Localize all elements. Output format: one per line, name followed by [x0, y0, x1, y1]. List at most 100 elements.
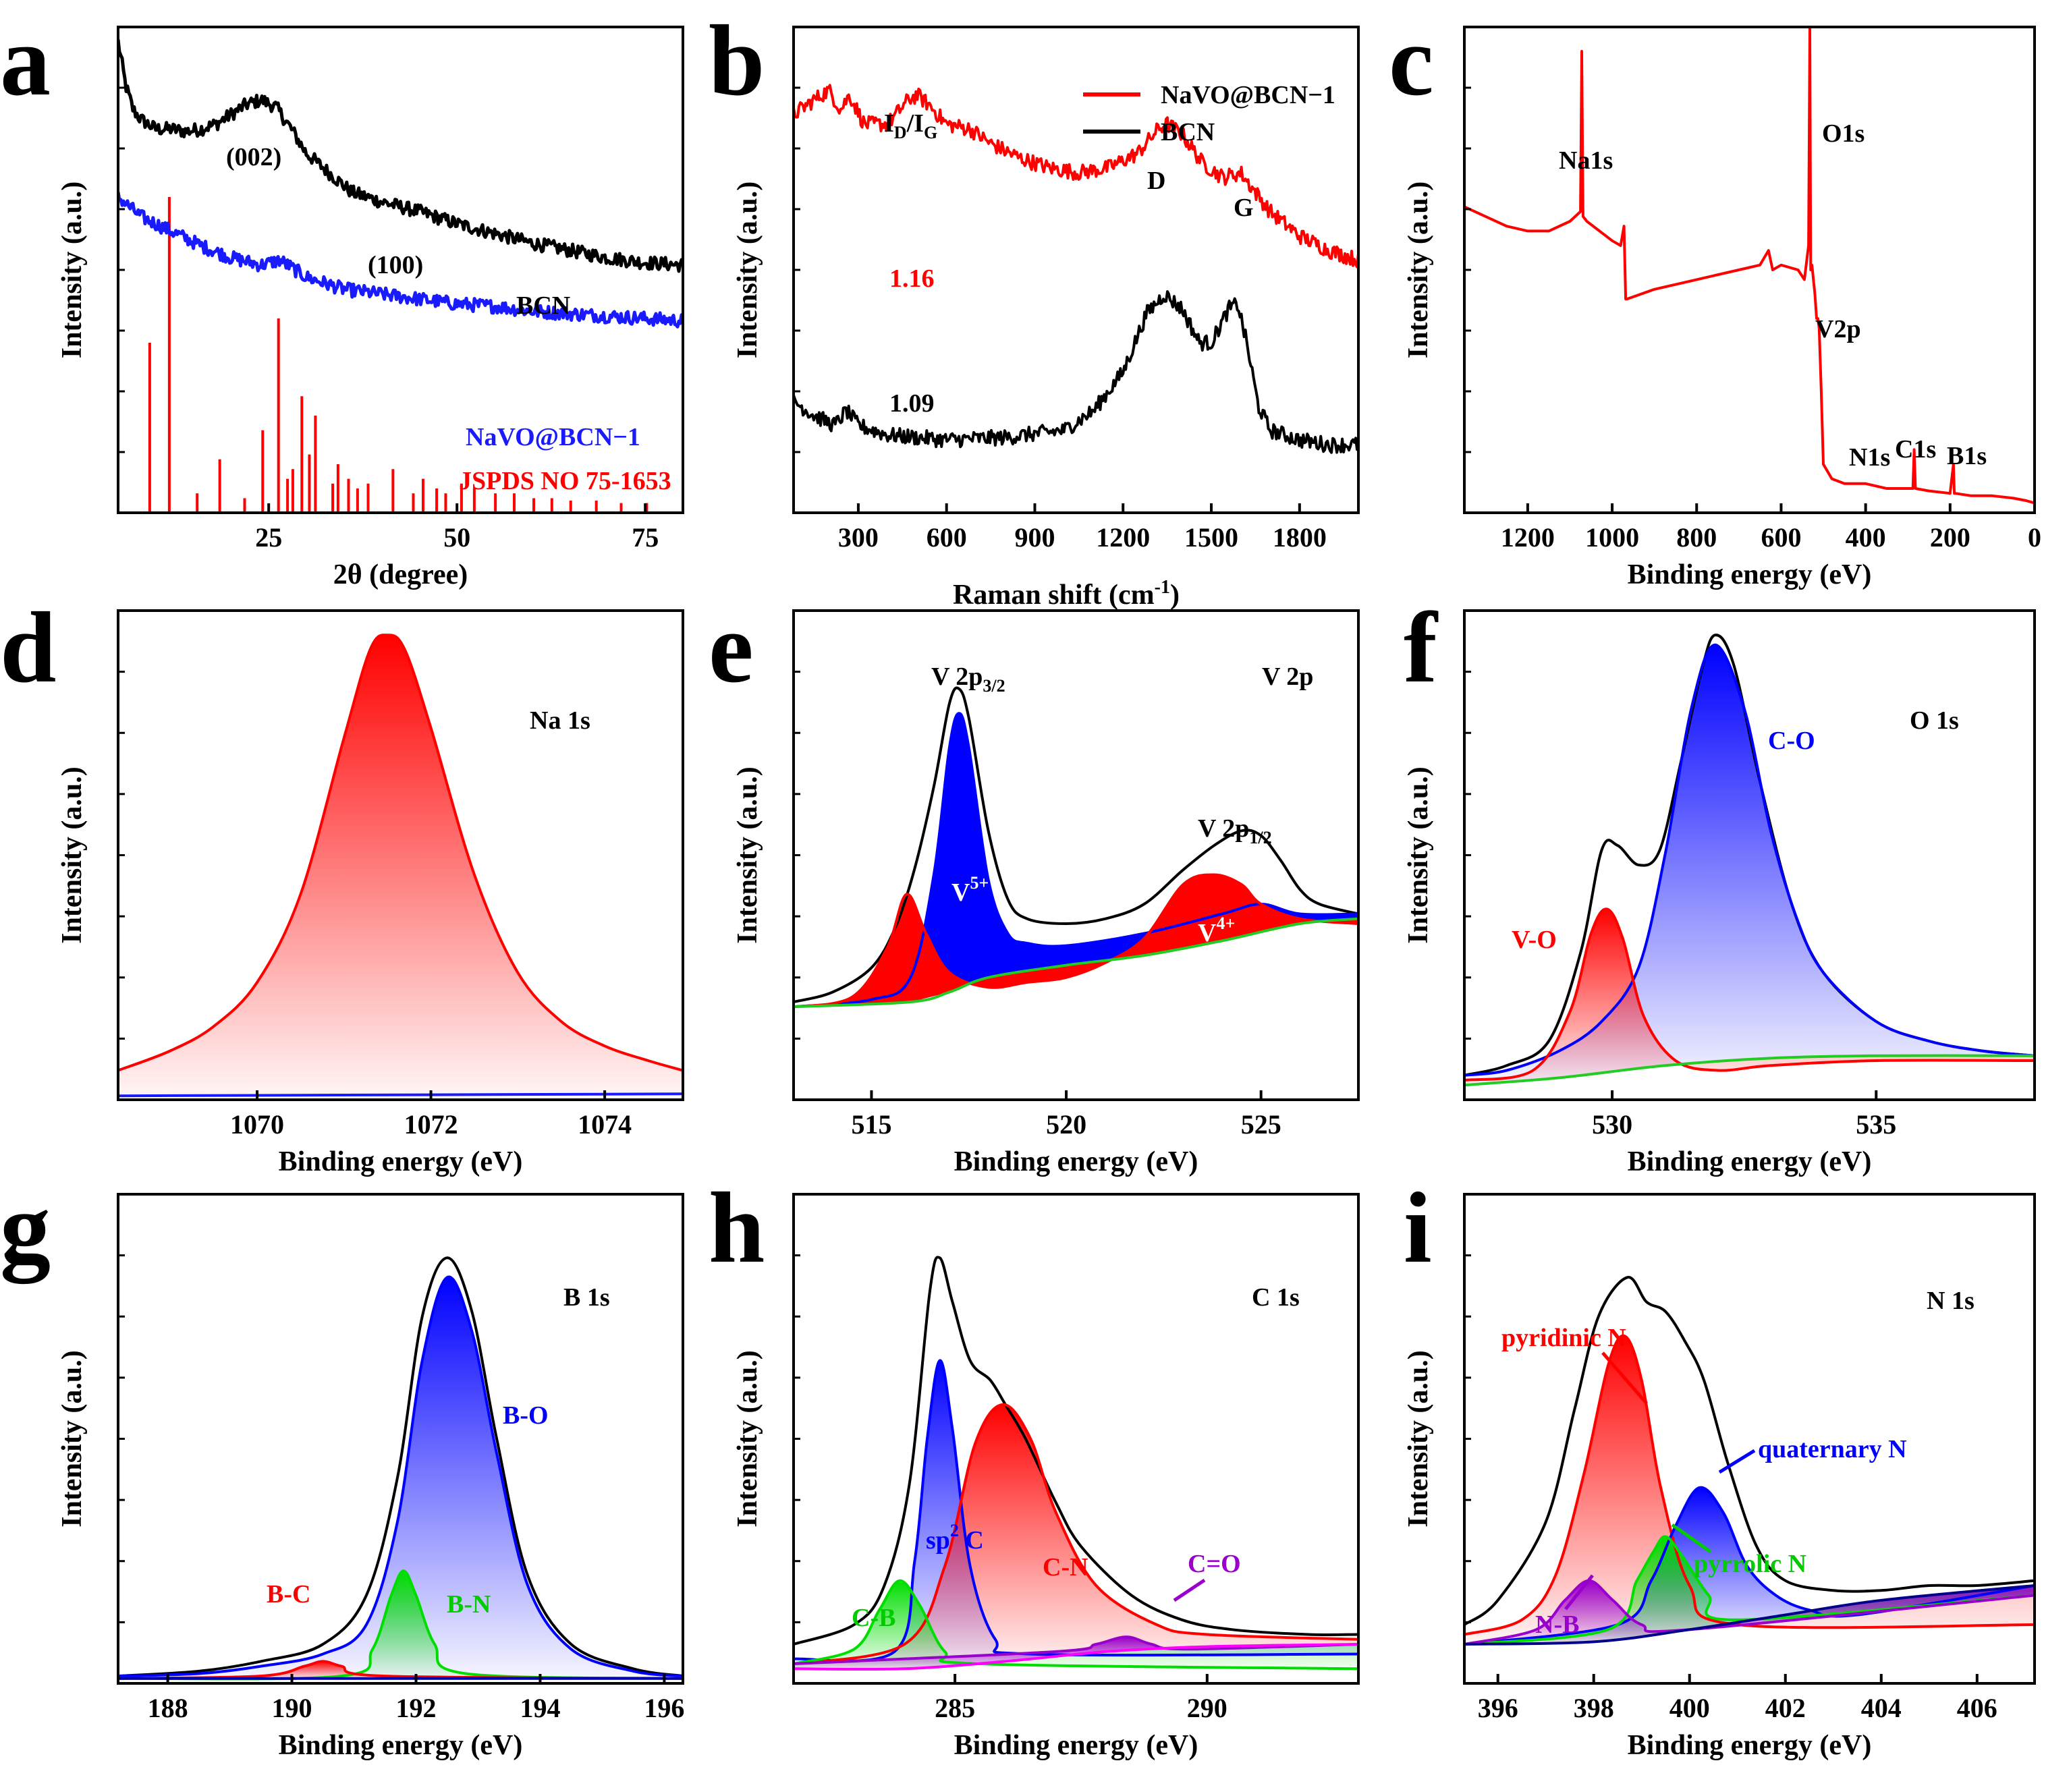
g-bn: B-N [447, 1590, 491, 1619]
series-navo-bcn-1 [794, 84, 1358, 269]
fill-c-o [1464, 644, 2035, 1086]
e-v2p32: V 2p3/2 [931, 663, 1005, 696]
f-co: C-O [1768, 727, 1815, 755]
e-v2p12: V 2p1/2 [1198, 814, 1272, 847]
series-navo-bcn-1 [118, 192, 683, 329]
c-b1s: B1s [1947, 442, 1987, 470]
x-tick-label-a: 50 [443, 522, 470, 553]
fill-c-n [794, 1404, 1358, 1669]
e-v4plus: V4+ [1198, 914, 1235, 947]
h-title: C 1s [1252, 1283, 1300, 1312]
x-tick-label-g: 188 [148, 1693, 188, 1723]
panel-label-d: d [0, 592, 56, 704]
x-tick-label-c: 200 [1930, 522, 1970, 553]
f-title: O 1s [1910, 706, 1959, 735]
x-tick-label-a: 75 [632, 522, 659, 553]
plot-area-a [118, 39, 683, 513]
g-title: B 1s [563, 1283, 610, 1312]
x-axis-label-a: 2θ (degree) [333, 559, 468, 590]
series-c-o [1464, 643, 2035, 1077]
series-na-1s-fit [118, 634, 683, 1072]
x-tick-label-b: 600 [927, 522, 967, 553]
a-label-navo: NaVO@BCN−1 [466, 423, 640, 451]
x-axis-label-h: Binding energy (eV) [954, 1730, 1198, 1761]
x-tick-label-a: 25 [255, 522, 282, 553]
panel-a-annotations: (002) (100) BCN NaVO@BCN−1 JSPDS NO 75-1… [226, 143, 671, 495]
series-bcn [794, 290, 1358, 454]
x-tick-label-g: 196 [644, 1693, 684, 1723]
b-legend-black-text: BCN [1161, 118, 1215, 146]
panel-label-a: a [0, 5, 51, 117]
b-ratio-black: 1.09 [889, 389, 935, 418]
panel-d: 1070 1072 1074 Binding energy (eV) Intensity… [57, 609, 684, 1177]
i-quaternary: quaternary N [1758, 1435, 1907, 1463]
x-tick-label-b: 900 [1014, 522, 1055, 553]
x-tick-label-b: 1200 [1096, 522, 1150, 553]
x-tick-label-h: 285 [935, 1693, 975, 1723]
series-envelope [794, 1256, 1358, 1646]
x-axis-label-i: Binding energy (eV) [1628, 1730, 1872, 1761]
panel-label-b: b [709, 5, 765, 117]
panel-g-annotations: B-O B-C B-N [267, 1401, 549, 1619]
x-tick-label-e: 525 [1241, 1109, 1281, 1140]
i-pyridinic-arrow [1601, 1351, 1648, 1405]
i-quaternary-arrow [1718, 1449, 1756, 1474]
series-background [1464, 1584, 2035, 1646]
series-c-b [794, 1579, 1358, 1671]
fill-pyridinic-n [1464, 1335, 2035, 1644]
x-axis-label-g: Binding energy (eV) [279, 1730, 523, 1761]
x-tick-label-i: 398 [1574, 1693, 1614, 1723]
i-pyrrolic: pyrrolic N [1694, 1550, 1806, 1578]
series-bcn [118, 39, 683, 273]
panel-label-e: e [709, 592, 754, 704]
panel-label-c: c [1389, 5, 1434, 117]
a-label-jcpds: JSPDS NO 75-1653 [459, 467, 671, 495]
series-envelope [118, 1256, 683, 1678]
plot-area-h [794, 1256, 1358, 1671]
panel-b-annotations: ID/IG D G 1.16 1.09 NaVO@BCN−1 BCN [884, 81, 1335, 418]
x-tick-label-c: 600 [1761, 522, 1801, 553]
y-axis-label-c: Intensity (a.u.) [1403, 181, 1434, 359]
series-background [118, 1092, 683, 1098]
i-nb-arrow [1564, 1574, 1594, 1611]
series-b-o [118, 1275, 683, 1678]
plot-area-c [1464, 27, 2035, 505]
panel-c: 1200 1000 800 600 400 200 0 Binding energy (eV)… [1403, 26, 2041, 590]
series-background [794, 1643, 1358, 1671]
x-tick-label-c: 0 [2028, 522, 2041, 553]
b-x-axis-label: Raman shift (cm-1) [953, 577, 1180, 611]
panel-a: 25 50 75 2θ (degree) Intensity (a.u.) [57, 26, 684, 590]
series-envelope [1464, 1276, 2035, 1626]
fill-v4 [794, 874, 1358, 1007]
y-axis-label-f: Intensity (a.u.) [1403, 766, 1434, 944]
series-background [794, 917, 1358, 1009]
x-axis-label-e: Binding energy (eV) [954, 1146, 1198, 1177]
h-cb: C-B [852, 1604, 895, 1632]
y-axis-label-g: Intensity (a.u.) [57, 1350, 88, 1528]
x-tick-label-i: 404 [1861, 1693, 1902, 1723]
series-pyrrolic-n [1464, 1535, 2035, 1646]
panel-f: 530 535 Binding energy (eV) Intensity (a.u.… [1403, 609, 2036, 1177]
series-b-n [118, 1569, 683, 1681]
c-na1s: Na1s [1559, 146, 1613, 175]
c-c1s: C1s [1895, 435, 1936, 464]
x-tick-label-c: 400 [1846, 522, 1886, 553]
series-background [1464, 1054, 2035, 1087]
b-d-band: D [1147, 167, 1165, 195]
x-tick-label-i: 396 [1478, 1693, 1518, 1723]
panel-i: 396 398 400 402 404 406 Binding energy (eV) Int… [1403, 1193, 2036, 1761]
x-tick-label-c: 1200 [1501, 522, 1555, 553]
panel-g: 188 190 192 194 196 Binding energy (eV) Intens… [57, 1193, 684, 1761]
x-tick-label-d: 1072 [404, 1109, 458, 1140]
h-cn: C-N [1043, 1553, 1088, 1581]
x-tick-label-b: 300 [838, 522, 879, 553]
y-axis-label-b: Intensity (a.u.) [732, 181, 763, 359]
series-v4 [794, 873, 1358, 1009]
x-tick-label-f: 535 [1856, 1109, 1896, 1140]
x-tick-label-c: 800 [1676, 522, 1717, 553]
series-navo-bcn-1 [1464, 27, 2035, 505]
panel-h: 285 290 Binding energy (eV) Intensity (a.u.… [732, 1193, 1360, 1761]
f-vo: V-O [1512, 926, 1557, 954]
x-axis-label-c: Binding energy (eV) [1628, 559, 1872, 590]
